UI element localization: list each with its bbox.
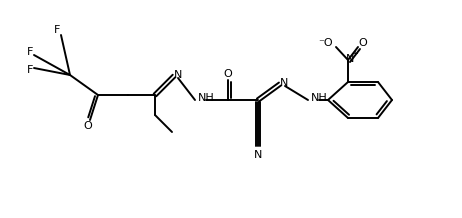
Text: ⁻O: ⁻O: [319, 38, 333, 48]
Text: F: F: [27, 47, 33, 57]
Text: NH: NH: [311, 93, 328, 103]
Text: N: N: [254, 150, 262, 160]
Text: O: O: [359, 38, 367, 48]
Text: F: F: [54, 25, 60, 35]
Text: NH: NH: [198, 93, 215, 103]
Text: F: F: [27, 65, 33, 75]
Text: N: N: [174, 70, 182, 80]
Text: N: N: [346, 54, 354, 64]
Text: O: O: [224, 69, 232, 79]
Text: +: +: [352, 49, 359, 58]
Text: N: N: [280, 78, 288, 88]
Text: O: O: [84, 121, 92, 131]
